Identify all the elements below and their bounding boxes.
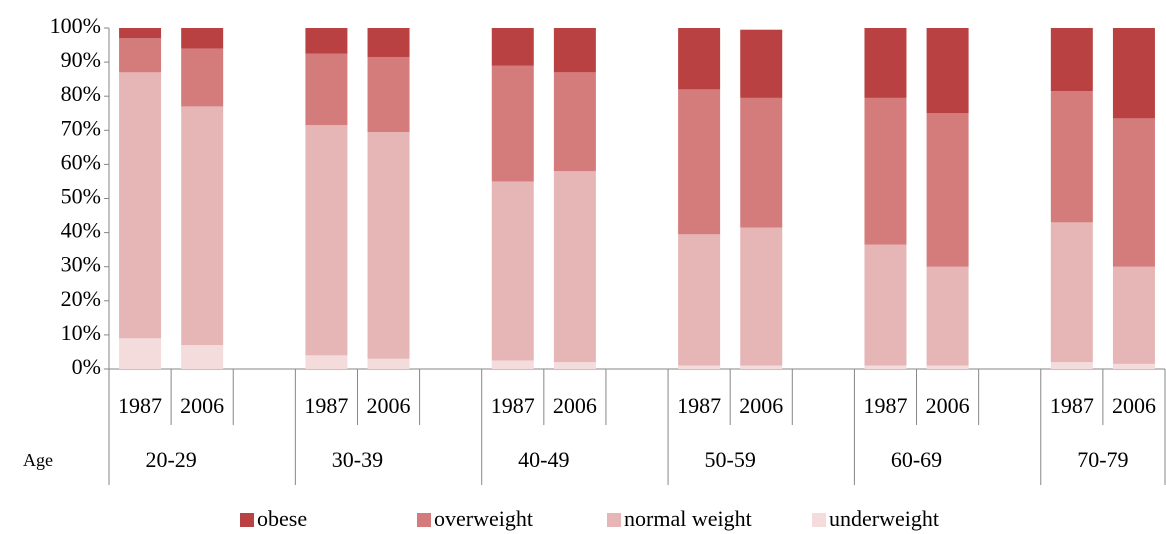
- bar-segment: [1112, 28, 1155, 119]
- legend-label: normal weight: [624, 506, 752, 531]
- legend-swatch: [240, 513, 254, 527]
- bar-segment: [367, 132, 410, 359]
- bar-segment: [491, 65, 534, 182]
- group-axis-label: Age: [23, 450, 53, 470]
- bar-segment: [181, 48, 224, 107]
- bar-segment: [740, 227, 783, 366]
- bar-segment: [1050, 91, 1093, 223]
- legend-swatch: [417, 513, 431, 527]
- bar-segment: [678, 89, 721, 235]
- y-tick-label: 10%: [61, 320, 101, 345]
- bar-segment: [491, 360, 534, 369]
- bar-segment: [119, 72, 162, 339]
- bar-segment: [678, 365, 721, 369]
- bar-segment: [678, 28, 721, 90]
- bar-segment: [740, 29, 783, 98]
- group-label: 20-29: [145, 447, 196, 472]
- legend-label: underweight: [829, 506, 939, 531]
- bar-segment: [864, 365, 907, 369]
- bar-segment: [305, 53, 348, 126]
- bar-segment: [678, 234, 721, 366]
- bar-segment: [1050, 222, 1093, 363]
- bar-segment: [553, 171, 596, 363]
- bar-segment: [119, 38, 162, 73]
- x-tick-label: 2006: [739, 393, 783, 418]
- y-tick-label: 30%: [61, 252, 101, 277]
- y-tick-label: 60%: [61, 149, 101, 174]
- bar-segment: [864, 28, 907, 98]
- x-tick-label: 2006: [553, 393, 597, 418]
- bar-segment: [1112, 118, 1155, 267]
- group-label: 30-39: [332, 447, 383, 472]
- y-tick-label: 20%: [61, 286, 101, 311]
- bar-segment: [367, 358, 410, 369]
- bar-segment: [553, 28, 596, 73]
- bar-segment: [491, 181, 534, 361]
- bar-segment: [181, 28, 224, 49]
- x-tick-label: 2006: [367, 393, 411, 418]
- bar-segment: [740, 97, 783, 228]
- group-label: 70-79: [1077, 447, 1128, 472]
- x-tick-label: 1987: [1050, 393, 1094, 418]
- bar-segment: [740, 365, 783, 369]
- x-tick-label: 1987: [863, 393, 907, 418]
- legend-label: overweight: [434, 506, 533, 531]
- group-label: 50-59: [705, 447, 756, 472]
- bar-segment: [1112, 363, 1155, 369]
- bar-segment: [926, 28, 969, 114]
- group-label: 40-49: [518, 447, 569, 472]
- y-tick-label: 70%: [61, 115, 101, 140]
- bar-segment: [926, 365, 969, 369]
- bar-segment: [305, 125, 348, 356]
- legend-swatch: [812, 513, 826, 527]
- y-tick-label: 50%: [61, 184, 101, 209]
- y-tick-label: 80%: [61, 81, 101, 106]
- bar-segment: [926, 266, 969, 366]
- bar-segment: [1050, 28, 1093, 92]
- legend-swatch: [607, 513, 621, 527]
- bar-segment: [864, 244, 907, 366]
- bar-segment: [181, 345, 224, 369]
- y-tick-label: 40%: [61, 218, 101, 243]
- group-label: 60-69: [891, 447, 942, 472]
- bar-segment: [553, 362, 596, 369]
- bar-segment: [926, 113, 969, 267]
- x-tick-label: 2006: [926, 393, 970, 418]
- x-tick-label: 1987: [677, 393, 721, 418]
- x-tick-label: 2006: [1112, 393, 1156, 418]
- bar-segment: [491, 28, 534, 66]
- bar-segment: [367, 56, 410, 133]
- bar-segment: [1050, 362, 1093, 369]
- bar-segment: [181, 106, 224, 346]
- bar-segment: [305, 28, 348, 54]
- x-tick-label: 1987: [304, 393, 348, 418]
- legend-label: obese: [257, 506, 307, 531]
- x-tick-label: 1987: [118, 393, 162, 418]
- y-tick-label: 90%: [61, 47, 101, 72]
- bar-segment: [1112, 266, 1155, 364]
- y-tick-label: 0%: [72, 354, 101, 379]
- x-tick-label: 1987: [491, 393, 535, 418]
- bar-segment: [367, 28, 410, 57]
- bar-segment: [305, 355, 348, 369]
- x-tick-label: 2006: [180, 393, 224, 418]
- bar-segment: [864, 97, 907, 245]
- bar-segment: [119, 28, 162, 39]
- bar-segment: [553, 72, 596, 172]
- y-tick-label: 100%: [50, 13, 101, 38]
- bar-segment: [119, 338, 162, 369]
